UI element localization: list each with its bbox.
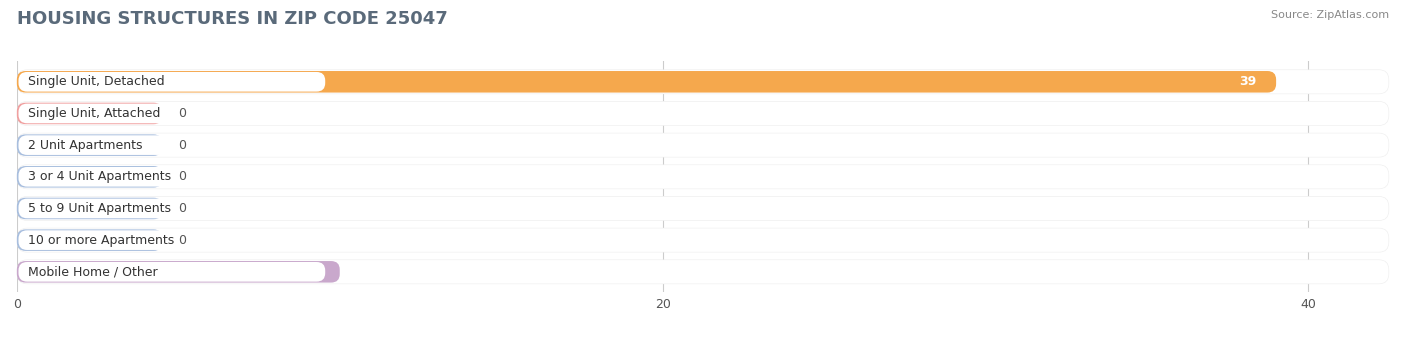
- FancyBboxPatch shape: [17, 228, 1389, 252]
- Text: 0: 0: [179, 234, 187, 246]
- FancyBboxPatch shape: [18, 262, 325, 282]
- Text: 0: 0: [179, 170, 187, 183]
- FancyBboxPatch shape: [17, 101, 1389, 126]
- FancyBboxPatch shape: [17, 165, 1389, 189]
- Text: Single Unit, Attached: Single Unit, Attached: [28, 107, 160, 120]
- Text: 2 Unit Apartments: 2 Unit Apartments: [28, 139, 142, 152]
- FancyBboxPatch shape: [17, 197, 1389, 220]
- FancyBboxPatch shape: [18, 72, 325, 91]
- Text: 5 to 9 Unit Apartments: 5 to 9 Unit Apartments: [28, 202, 172, 215]
- Text: Mobile Home / Other: Mobile Home / Other: [28, 265, 157, 278]
- FancyBboxPatch shape: [17, 103, 162, 124]
- Text: 39: 39: [1240, 75, 1257, 88]
- FancyBboxPatch shape: [17, 69, 1389, 94]
- FancyBboxPatch shape: [17, 70, 1389, 94]
- Text: HOUSING STRUCTURES IN ZIP CODE 25047: HOUSING STRUCTURES IN ZIP CODE 25047: [17, 10, 447, 28]
- Text: Source: ZipAtlas.com: Source: ZipAtlas.com: [1271, 10, 1389, 20]
- Text: 10: 10: [302, 265, 321, 278]
- FancyBboxPatch shape: [17, 102, 1389, 125]
- Text: 3 or 4 Unit Apartments: 3 or 4 Unit Apartments: [28, 170, 172, 183]
- FancyBboxPatch shape: [18, 135, 325, 155]
- FancyBboxPatch shape: [18, 230, 325, 250]
- Text: 0: 0: [179, 139, 187, 152]
- FancyBboxPatch shape: [17, 259, 1389, 284]
- FancyBboxPatch shape: [17, 71, 1277, 92]
- FancyBboxPatch shape: [17, 261, 340, 283]
- Text: 0: 0: [179, 107, 187, 120]
- FancyBboxPatch shape: [17, 165, 1389, 188]
- FancyBboxPatch shape: [17, 133, 1389, 157]
- FancyBboxPatch shape: [18, 167, 325, 187]
- FancyBboxPatch shape: [17, 166, 162, 188]
- Text: 0: 0: [179, 202, 187, 215]
- FancyBboxPatch shape: [18, 104, 325, 123]
- FancyBboxPatch shape: [17, 134, 162, 156]
- FancyBboxPatch shape: [17, 228, 1389, 253]
- FancyBboxPatch shape: [17, 230, 162, 251]
- FancyBboxPatch shape: [17, 196, 1389, 221]
- FancyBboxPatch shape: [18, 199, 325, 218]
- FancyBboxPatch shape: [17, 133, 1389, 157]
- FancyBboxPatch shape: [17, 198, 162, 219]
- FancyBboxPatch shape: [17, 260, 1389, 284]
- Text: 10 or more Apartments: 10 or more Apartments: [28, 234, 174, 246]
- Text: Single Unit, Detached: Single Unit, Detached: [28, 75, 165, 88]
